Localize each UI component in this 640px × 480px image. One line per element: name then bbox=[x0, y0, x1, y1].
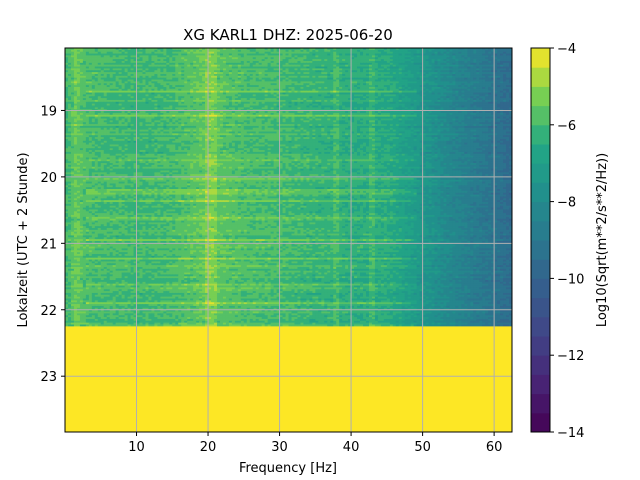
heatmap-area bbox=[65, 48, 513, 432]
chart-title: XG KARL1 DHZ: 2025-06-20 bbox=[183, 26, 393, 44]
spectrogram-figure: XG KARL1 DHZ: 2025-06-20 10 20 30 40 50 60 19… bbox=[0, 0, 640, 480]
heatmap-cells bbox=[65, 48, 513, 432]
